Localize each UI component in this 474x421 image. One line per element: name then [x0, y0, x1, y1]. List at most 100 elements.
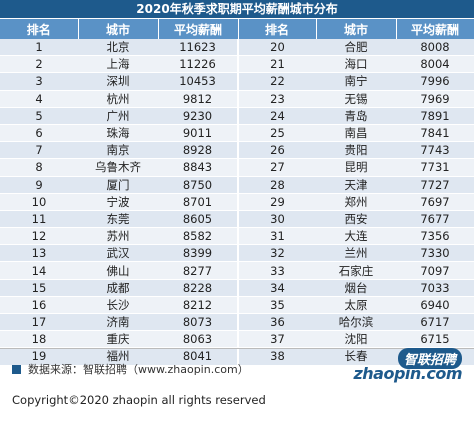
cell-pay-left: 8041	[158, 347, 238, 366]
cell-pay-right: 7727	[396, 176, 474, 194]
header-city-left: 城市	[78, 19, 159, 39]
header-pay-left: 平均薪酬	[158, 19, 239, 39]
table-row: 9 厦门 8750 28 天津 7727	[0, 176, 474, 194]
cell-rank-right: 26	[237, 141, 316, 160]
cell-rank-right: 33	[237, 261, 316, 280]
cell-city-right: 哈尔滨	[316, 313, 396, 332]
table-row: 10 宁波 8701 29 郑州 7697	[0, 193, 474, 211]
cell-rank-left: 10	[0, 193, 78, 211]
cell-rank-right: 21	[237, 55, 316, 74]
cell-city-left: 重庆	[78, 330, 158, 349]
cell-city-left: 苏州	[78, 227, 158, 246]
zhaopin-logo: 智联招聘 zhaopin.com	[352, 348, 462, 384]
logo-cn-text: 智联招聘	[397, 348, 462, 369]
cell-city-left: 成都	[78, 279, 158, 297]
cell-pay-right: 7969	[396, 90, 474, 108]
cell-rank-left: 16	[0, 296, 78, 315]
cell-pay-left: 8750	[158, 176, 238, 194]
cell-rank-left: 17	[0, 313, 78, 332]
cell-city-left: 广州	[78, 107, 158, 125]
table-row: 18 重庆 8063 37 沈阳 6715	[0, 330, 474, 349]
cell-rank-left: 1	[0, 39, 78, 57]
cell-city-left: 佛山	[78, 261, 158, 280]
cell-rank-left: 3	[0, 72, 78, 91]
cell-pay-left: 8928	[158, 141, 238, 160]
cell-rank-right: 31	[237, 227, 316, 246]
data-source: 数据来源：智联招聘（www.zhaopin.com）	[12, 361, 249, 377]
table-row: 8 乌鲁木齐 8843 27 昆明 7731	[0, 158, 474, 177]
cell-city-right: 烟台	[316, 279, 396, 297]
cell-rank-left: 12	[0, 227, 78, 246]
cell-pay-right: 7743	[396, 141, 474, 160]
cell-pay-right: 7033	[396, 279, 474, 297]
header-city-right: 城市	[316, 19, 397, 39]
cell-rank-left: 8	[0, 158, 78, 177]
table-row: 17 济南 8073 36 哈尔滨 6717	[0, 313, 474, 332]
cell-city-left: 济南	[78, 313, 158, 332]
cell-city-right: 贵阳	[316, 141, 396, 160]
cell-pay-right: 6715	[396, 330, 474, 349]
cell-city-right: 长春	[316, 347, 396, 366]
cell-pay-left: 11623	[158, 39, 238, 57]
table-row: 4 杭州 9812 23 无锡 7969	[0, 90, 474, 108]
cell-city-left: 杭州	[78, 90, 158, 108]
cell-rank-right: 36	[237, 313, 316, 332]
table-row: 15 成都 8228 34 烟台 7033	[0, 279, 474, 297]
cell-pay-right: 7330	[396, 244, 474, 263]
cell-rank-left: 6	[0, 124, 78, 143]
logo-en-text: zhaopin.com	[353, 364, 462, 383]
cell-rank-left: 11	[0, 210, 78, 229]
cell-pay-left: 8605	[158, 210, 238, 229]
cell-rank-left: 4	[0, 90, 78, 108]
cell-rank-left: 14	[0, 261, 78, 280]
cell-pay-left: 8073	[158, 313, 238, 332]
cell-pay-left: 8063	[158, 330, 238, 349]
cell-rank-left: 7	[0, 141, 78, 160]
cell-pay-right: 7356	[396, 227, 474, 246]
cell-pay-left: 9812	[158, 90, 238, 108]
cell-city-right: 青岛	[316, 107, 396, 125]
cell-city-left: 厦门	[78, 176, 158, 194]
cell-rank-right: 30	[237, 210, 316, 229]
table-row: 12 苏州 8582 31 大连 7356	[0, 227, 474, 246]
table-row: 1 北京 11623 20 合肥 8008	[0, 39, 474, 57]
cell-city-left: 北京	[78, 39, 158, 57]
cell-city-right: 南昌	[316, 124, 396, 143]
cell-pay-left: 10453	[158, 72, 238, 91]
cell-pay-left: 8843	[158, 158, 238, 177]
cell-city-right: 西安	[316, 210, 396, 229]
cell-rank-right: 20	[237, 39, 316, 57]
cell-city-left: 福州	[78, 347, 158, 366]
table-title: 2020年秋季求职期平均薪酬城市分布	[0, 0, 474, 18]
cell-rank-right: 24	[237, 107, 316, 125]
cell-rank-left: 15	[0, 279, 78, 297]
cell-pay-right: 7677	[396, 210, 474, 229]
cell-pay-left: 8701	[158, 193, 238, 211]
cell-pay-right: 8004	[396, 55, 474, 74]
cell-rank-right: 38	[237, 347, 316, 366]
table-row: 3 深圳 10453 22 南宁 7996	[0, 72, 474, 91]
table-row: 16 长沙 8212 35 太原 6940	[0, 296, 474, 315]
cell-pay-left: 8399	[158, 244, 238, 263]
cell-pay-right: 7697	[396, 193, 474, 211]
cell-rank-left: 18	[0, 330, 78, 349]
cell-pay-left: 8582	[158, 227, 238, 246]
cell-pay-right: 7097	[396, 261, 474, 280]
cell-rank-left: 2	[0, 55, 78, 74]
cell-pay-left: 8277	[158, 261, 238, 280]
cell-city-right: 无锡	[316, 90, 396, 108]
footer-divider	[0, 348, 474, 349]
cell-city-right: 昆明	[316, 158, 396, 177]
table-row: 6 珠海 9011 25 南昌 7841	[0, 124, 474, 143]
cell-city-right: 南宁	[316, 72, 396, 91]
cell-pay-left: 8212	[158, 296, 238, 315]
cell-rank-right: 34	[237, 279, 316, 297]
cell-rank-left: 5	[0, 107, 78, 125]
bullet-square-icon	[12, 364, 21, 374]
cell-pay-right: 7996	[396, 72, 474, 91]
cell-city-left: 上海	[78, 55, 158, 74]
cell-rank-right: 35	[237, 296, 316, 315]
cell-city-left: 深圳	[78, 72, 158, 91]
cell-city-left: 乌鲁木齐	[78, 158, 158, 177]
cell-rank-left: 13	[0, 244, 78, 263]
